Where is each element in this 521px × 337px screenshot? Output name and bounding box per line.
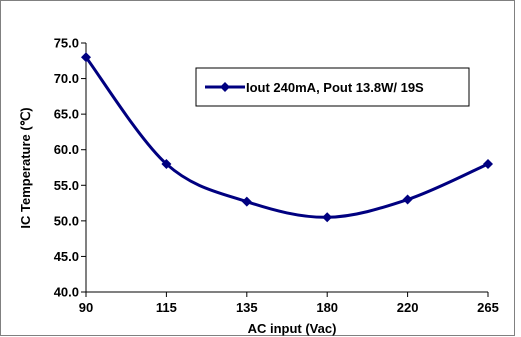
data-point-marker (161, 158, 172, 169)
x-axis-title: AC input (Vac) (248, 321, 337, 336)
legend-marker-swatch (220, 82, 230, 92)
data-point-marker (483, 158, 493, 169)
data-point-marker (81, 52, 91, 63)
y-tick-label: 75.0 (54, 36, 79, 51)
y-tick-label: 65.0 (54, 107, 79, 122)
series-line (84, 55, 490, 219)
y-tick-label: 70.0 (54, 71, 79, 86)
x-tick-label: 135 (236, 300, 258, 315)
data-point-marker (322, 212, 333, 223)
x-axis-ticks: 90 115 135 180 220 265 (79, 292, 499, 315)
legend: Iout 240mA, Pout 13.8W/ 19S (195, 67, 470, 107)
y-axis-title: IC Temperature (℃) (18, 107, 33, 228)
y-tick-label: 40.0 (54, 285, 79, 300)
legend-label: Iout 240mA, Pout 13.8W/ 19S (246, 80, 424, 95)
data-point-marker (402, 194, 413, 205)
x-tick-label: 220 (397, 300, 419, 315)
data-point-marker (241, 196, 252, 207)
y-tick-label: 60.0 (54, 142, 79, 157)
series-group (81, 52, 493, 223)
x-tick-label: 90 (79, 300, 93, 315)
y-tick-label: 50.0 (54, 213, 79, 228)
y-tick-label: 45.0 (54, 249, 79, 264)
x-tick-label: 180 (316, 300, 338, 315)
axes (85, 43, 488, 293)
y-tick-label: 55.0 (54, 178, 79, 193)
x-tick-label: 115 (156, 300, 177, 315)
x-tick-label: 265 (477, 300, 499, 315)
y-axis-ticks: 40.0 45.0 50.0 55.0 60.0 65.0 70.0 75.0 (54, 36, 86, 300)
